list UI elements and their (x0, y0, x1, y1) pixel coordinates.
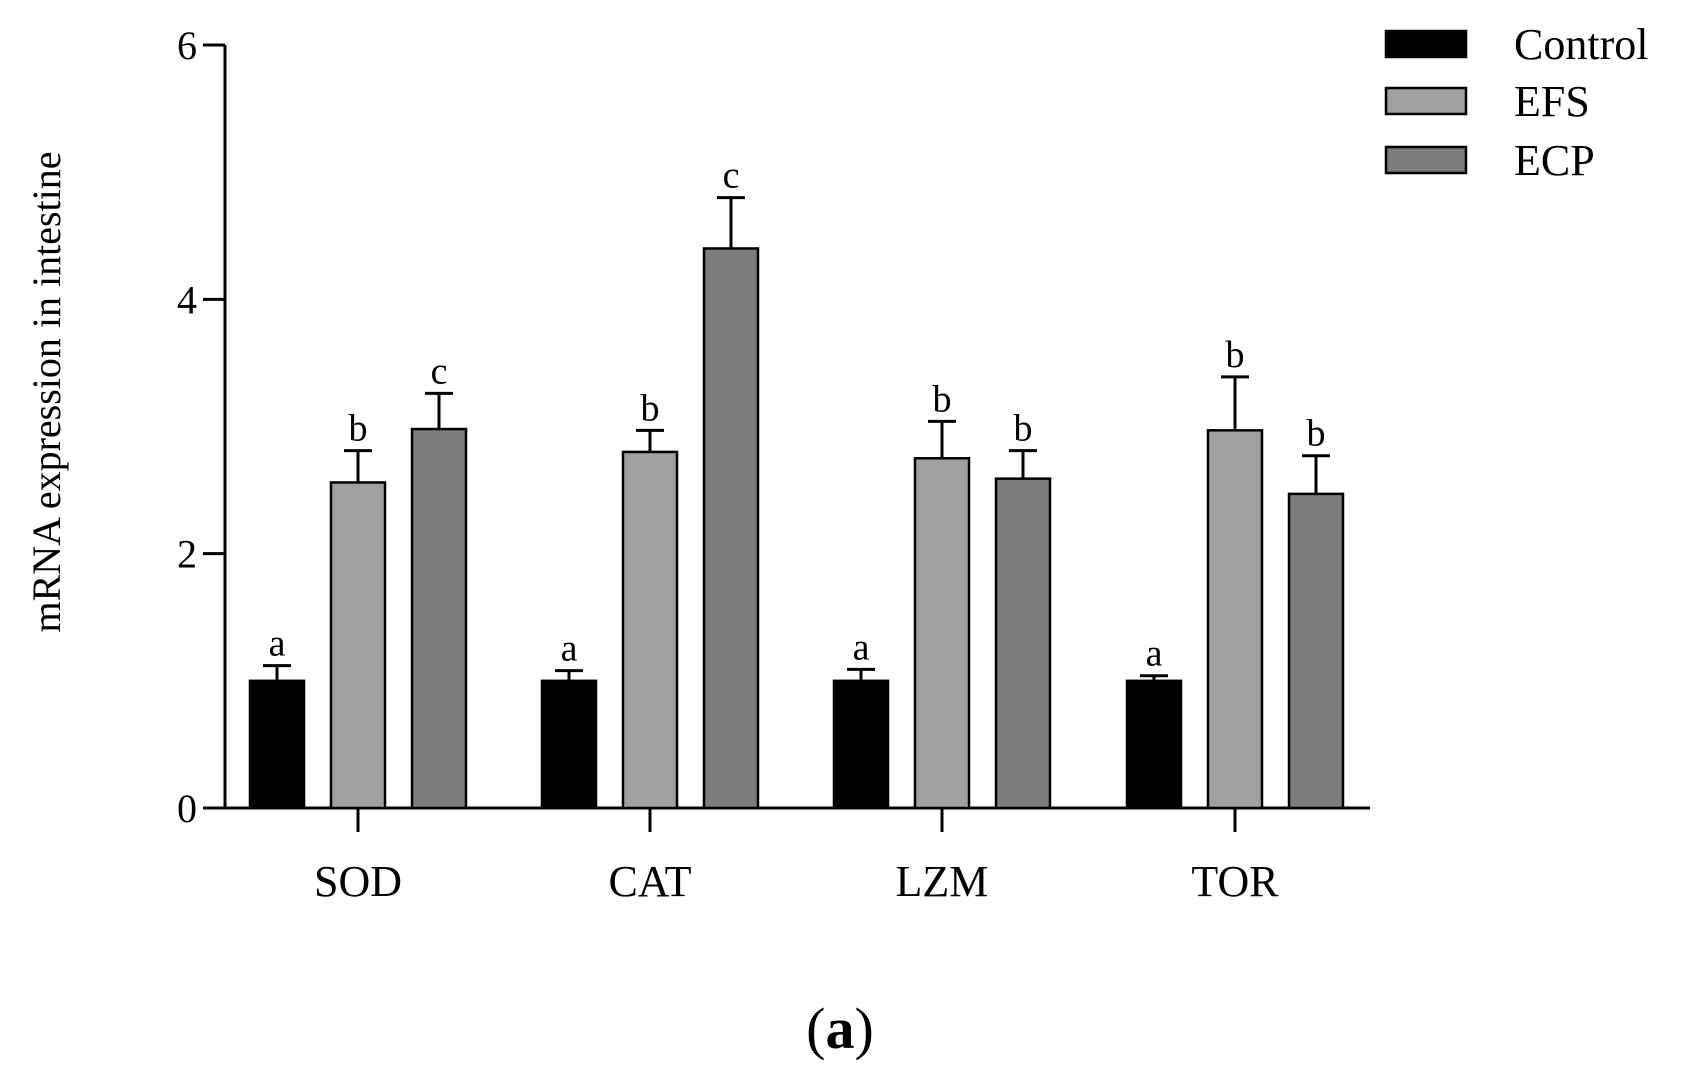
legend-label: Control (1514, 20, 1648, 69)
significance-label: c (431, 350, 448, 392)
panel-label-close: ) (855, 996, 874, 1061)
legend-swatch (1384, 86, 1468, 116)
panel-label: (a) (806, 996, 874, 1061)
legend-label: EFS (1514, 77, 1590, 126)
legend-swatch (1384, 145, 1468, 175)
y-axis-label: mRNA expression in intestine (24, 151, 69, 632)
y-tick-label: 2 (177, 532, 197, 577)
bar (540, 679, 598, 810)
significance-label: b (641, 387, 660, 429)
bar (994, 477, 1052, 810)
bar (702, 247, 760, 810)
y-tick-label: 4 (177, 277, 197, 322)
x-tick-label: TOR (1191, 857, 1279, 906)
bar (1206, 429, 1264, 810)
bar (1287, 492, 1345, 810)
bar (329, 481, 387, 810)
bar (621, 450, 679, 810)
bar (832, 679, 890, 810)
legend: Control EFS ECP (1384, 20, 1648, 185)
significance-label: b (1014, 408, 1033, 450)
significance-label: a (269, 623, 286, 665)
bar (913, 457, 971, 810)
y-tick-label: 6 (177, 23, 197, 68)
significance-label: a (1146, 633, 1163, 675)
bars: a b c a b c a b b a b b (248, 155, 1345, 810)
bar (410, 427, 468, 810)
significance-label: c (723, 155, 740, 197)
x-tick-label: LZM (896, 857, 989, 906)
bar (248, 679, 306, 810)
x-tick-label: SOD (314, 857, 402, 906)
significance-label: b (1226, 334, 1245, 376)
legend-label: ECP (1514, 136, 1595, 185)
y-tick-label: 0 (177, 786, 197, 831)
legend-swatch (1384, 29, 1468, 59)
significance-label: b (349, 408, 368, 450)
significance-label: a (561, 628, 578, 670)
bar (1125, 679, 1183, 810)
significance-label: b (1307, 413, 1326, 455)
panel-label-open: ( (806, 996, 825, 1061)
panel-label-letter: a (826, 996, 855, 1061)
x-tick-label: CAT (608, 857, 691, 906)
significance-label: b (933, 378, 952, 420)
significance-label: a (853, 626, 870, 668)
